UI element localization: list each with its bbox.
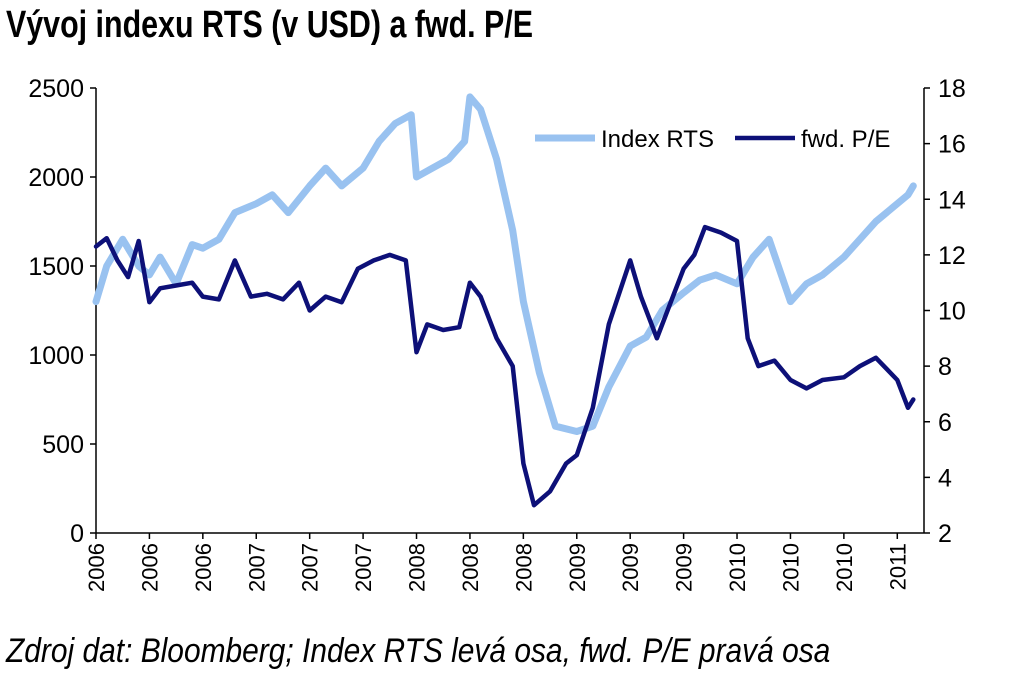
x-tick-label: 2009	[565, 543, 590, 592]
x-tick-label: 2011	[885, 543, 910, 590]
y-right-tick-label: 12	[938, 242, 966, 270]
chart-legend: Index RTS fwd. P/E	[535, 126, 890, 153]
y-right-tick-label: 16	[938, 131, 966, 159]
y-left-tick-label: 1000	[28, 342, 84, 370]
x-tick-label: 2008	[458, 543, 483, 592]
y-left-tick-label: 0	[70, 520, 84, 548]
x-tick-label: 2008	[511, 543, 536, 592]
x-tick-label: 2006	[84, 543, 109, 592]
y-left-tick-label: 2000	[28, 164, 84, 192]
y-right-tick-label: 10	[938, 298, 966, 326]
legend-label-index-rts: Index RTS	[601, 126, 714, 153]
x-tick-label: 2010	[725, 543, 750, 592]
x-tick-label: 2008	[405, 543, 430, 592]
y-right-tick-label: 4	[938, 464, 952, 492]
x-tick-label: 2010	[778, 543, 803, 592]
chart-lines	[92, 93, 917, 508]
y-left-tick-label: 1500	[28, 253, 84, 281]
chart-axes: 0 500 1000 1500 2000 2500 2 4 6 8 10 12 14 16 18 2006 20…	[28, 75, 966, 592]
x-tick-label: 2006	[191, 543, 216, 592]
series-line-index-rts	[92, 93, 917, 435]
y-right-tick-label: 18	[938, 75, 966, 103]
y-left-tick-label: 500	[42, 431, 84, 459]
y-right-tick-label: 2	[938, 520, 952, 548]
chart-canvas: 0 500 1000 1500 2000 2500 2 4 6 8 10 12 14 16 18 2006 20…	[28, 75, 966, 592]
y-right-tick-label: 6	[938, 409, 952, 437]
y-right-tick-label: 8	[938, 353, 952, 381]
x-tick-label: 2006	[137, 543, 162, 592]
x-tick-label: 2007	[351, 543, 376, 592]
x-tick-label: 2007	[244, 543, 269, 592]
x-tick-label: 2010	[832, 543, 857, 592]
x-tick-label: 2009	[672, 543, 697, 592]
x-tick-label: 2009	[618, 543, 643, 592]
series-line-fwd-pe	[93, 224, 916, 508]
legend-label-fwd-pe: fwd. P/E	[801, 126, 890, 153]
y-left-tick-label: 2500	[28, 75, 84, 103]
y-right-tick-label: 14	[938, 186, 966, 214]
chart-title: Vývoj indexu RTS (v USD) a fwd. P/E	[6, 4, 534, 46]
source-note: Zdroj dat: Bloomberg; Index RTS levá osa…	[6, 632, 831, 670]
x-tick-label: 2007	[298, 543, 323, 592]
